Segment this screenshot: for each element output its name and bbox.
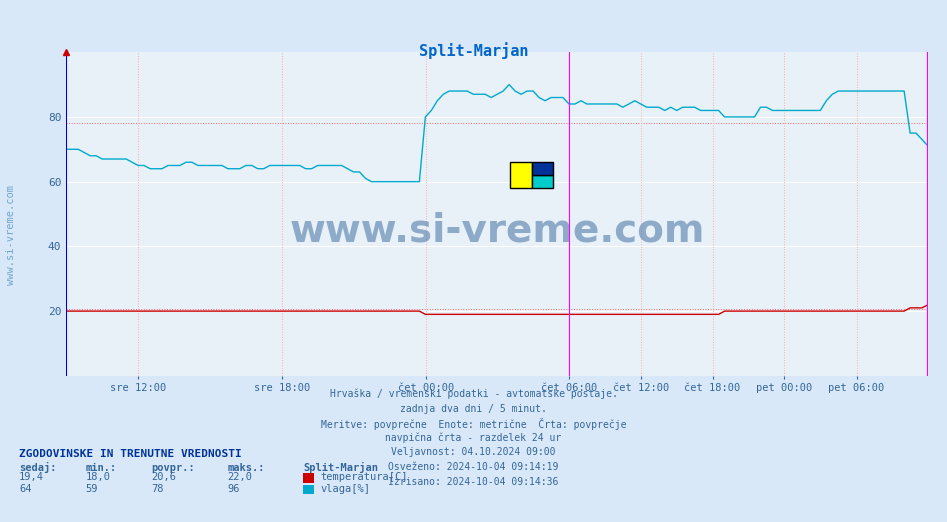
Text: Veljavnost: 04.10.2024 09:00: Veljavnost: 04.10.2024 09:00: [391, 447, 556, 457]
Text: temperatura[C]: temperatura[C]: [320, 472, 407, 482]
Text: www.si-vreme.com: www.si-vreme.com: [7, 185, 16, 285]
FancyBboxPatch shape: [531, 162, 553, 175]
Text: Osveženo: 2024-10-04 09:14:19: Osveženo: 2024-10-04 09:14:19: [388, 462, 559, 472]
Text: maks.:: maks.:: [227, 463, 265, 473]
Text: 64: 64: [19, 484, 31, 494]
Text: Split-Marjan: Split-Marjan: [419, 42, 528, 58]
Text: povpr.:: povpr.:: [152, 463, 195, 473]
FancyBboxPatch shape: [531, 175, 553, 188]
Text: Hrvaška / vremenski podatki - avtomatske postaje.: Hrvaška / vremenski podatki - avtomatske…: [330, 389, 617, 399]
Text: sedaj:: sedaj:: [19, 462, 57, 473]
Text: zadnja dva dni / 5 minut.: zadnja dva dni / 5 minut.: [400, 404, 547, 413]
Text: ZGODOVINSKE IN TRENUTNE VREDNOSTI: ZGODOVINSKE IN TRENUTNE VREDNOSTI: [19, 449, 241, 459]
Text: Split-Marjan: Split-Marjan: [303, 462, 378, 473]
Text: 20,6: 20,6: [152, 472, 176, 482]
Text: Meritve: povprečne  Enote: metrične  Črta: povprečje: Meritve: povprečne Enote: metrične Črta:…: [321, 418, 626, 430]
Text: 59: 59: [85, 484, 98, 494]
Text: 78: 78: [152, 484, 164, 494]
Text: vlaga[%]: vlaga[%]: [320, 484, 370, 494]
Text: min.:: min.:: [85, 463, 116, 473]
Text: 22,0: 22,0: [227, 472, 252, 482]
Text: Izrisano: 2024-10-04 09:14:36: Izrisano: 2024-10-04 09:14:36: [388, 477, 559, 487]
Text: 96: 96: [227, 484, 240, 494]
Text: 19,4: 19,4: [19, 472, 44, 482]
Text: www.si-vreme.com: www.si-vreme.com: [290, 211, 705, 249]
Text: 18,0: 18,0: [85, 472, 110, 482]
Text: navpična črta - razdelek 24 ur: navpična črta - razdelek 24 ur: [385, 433, 562, 443]
FancyBboxPatch shape: [510, 162, 531, 188]
